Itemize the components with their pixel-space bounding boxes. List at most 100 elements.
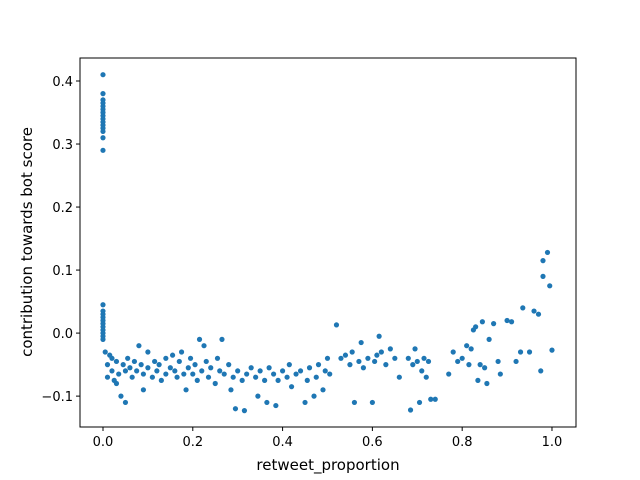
point [491,321,497,327]
point [405,355,411,361]
point [455,358,461,365]
point [167,365,173,371]
point [145,365,151,371]
point [284,374,290,380]
point [248,365,254,371]
point [320,387,326,393]
point [257,368,263,374]
x-tick-label: 0.6 [362,435,383,450]
point [239,377,245,383]
point [486,336,492,342]
point [102,349,108,355]
point [421,355,427,361]
point [221,371,227,377]
point [327,371,333,377]
point [412,346,418,352]
y-tick-label: 0.1 [52,264,73,279]
point [286,362,292,368]
point [466,362,472,368]
point [347,362,353,368]
point [544,249,551,256]
point [419,368,425,374]
point [217,368,223,374]
point [271,371,277,377]
point [482,365,488,371]
point [205,374,212,380]
point [230,374,236,380]
point [156,362,162,368]
point [129,374,135,380]
point [468,346,474,352]
point [262,377,268,383]
point [154,368,160,374]
point [495,358,501,365]
point [192,362,198,368]
point [484,380,490,387]
point [253,374,259,380]
point [416,399,423,406]
point [232,406,239,412]
point [333,322,340,328]
point [190,371,196,377]
point [338,355,344,361]
point [311,393,317,399]
point [203,358,209,365]
point [342,352,349,358]
point [423,374,429,380]
point [158,377,164,383]
point [174,374,180,380]
point [149,374,155,380]
x-tick-label: 0.8 [452,435,473,450]
x-axis-label: retweet_proportion [256,456,399,475]
point [513,358,519,365]
point [140,371,146,377]
point [169,352,176,358]
point [100,72,106,78]
y-tick-label: −0.1 [41,390,73,405]
point [196,336,203,342]
point [235,368,241,374]
point [201,343,207,349]
point [116,371,122,377]
point [324,355,331,361]
point [464,343,470,349]
plot-frame [79,57,577,428]
point [432,396,438,402]
point [122,399,129,406]
x-tick-label: 0.2 [182,435,203,450]
point [244,371,250,377]
point [100,302,106,308]
point [297,368,304,374]
point [241,408,248,414]
point [446,371,452,377]
point [122,368,129,374]
point [172,368,178,374]
y-axis-label: contribution towards bot score [18,127,36,357]
point [208,365,214,371]
point [113,380,120,387]
point [275,377,281,383]
point [540,258,546,264]
point [120,362,126,368]
point [535,311,542,317]
point [396,374,402,380]
point [100,91,106,97]
point [194,377,200,383]
point [273,402,279,409]
point [414,358,420,365]
point [383,362,389,368]
x-tick-label: 0.0 [93,435,114,450]
point [387,346,393,352]
point [540,273,546,279]
point [450,349,456,355]
point [163,371,169,377]
point [127,365,133,371]
point [378,349,384,355]
point [145,349,151,355]
point [306,365,313,371]
point [178,349,185,355]
point [392,355,398,361]
point [547,283,553,289]
point [199,368,205,374]
